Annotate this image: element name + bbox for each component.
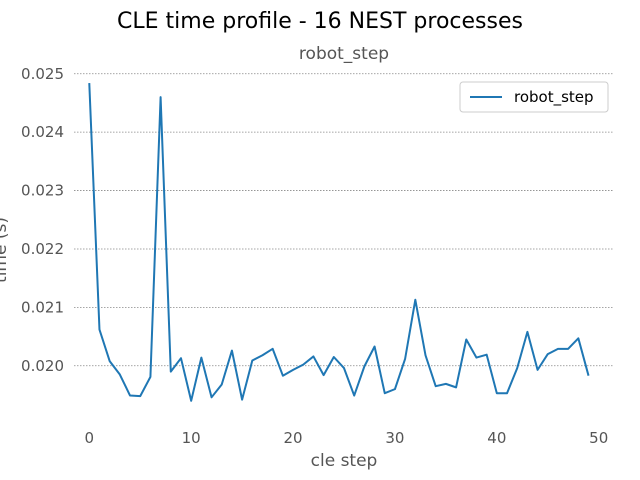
y-tick-label: 0.021 (21, 298, 64, 316)
x-tick-label: 0 (85, 429, 95, 447)
x-axis-label: cle step (311, 451, 378, 471)
y-axis-ticks: 0.020 0.021 0.022 0.023 0.024 0.025 (21, 65, 64, 375)
legend-label: robot_step (514, 88, 594, 107)
series-layer (88, 83, 590, 402)
y-tick-label: 0.020 (21, 357, 64, 375)
figure-title: CLE time profile - 16 NEST processes (117, 9, 523, 34)
x-tick-label: 10 (182, 429, 201, 447)
x-tick-label: 40 (487, 429, 506, 447)
y-tick-label: 0.025 (21, 65, 64, 83)
y-tick-label: 0.022 (21, 240, 64, 258)
series-line-robot-step (88, 83, 590, 402)
x-tick-label: 20 (284, 429, 303, 447)
gridlines (74, 73, 614, 367)
x-tick-label: 30 (385, 429, 404, 447)
legend-frame (459, 81, 609, 113)
chart-title: robot_step (299, 44, 389, 64)
y-tick-label: 0.023 (21, 182, 64, 200)
y-tick-label: 0.024 (21, 123, 64, 141)
y-axis-label: time (s) (0, 217, 11, 283)
x-axis-ticks: 0 10 20 30 40 50 (85, 429, 609, 447)
x-tick-label: 50 (589, 429, 608, 447)
legend: robot_step (459, 81, 609, 113)
